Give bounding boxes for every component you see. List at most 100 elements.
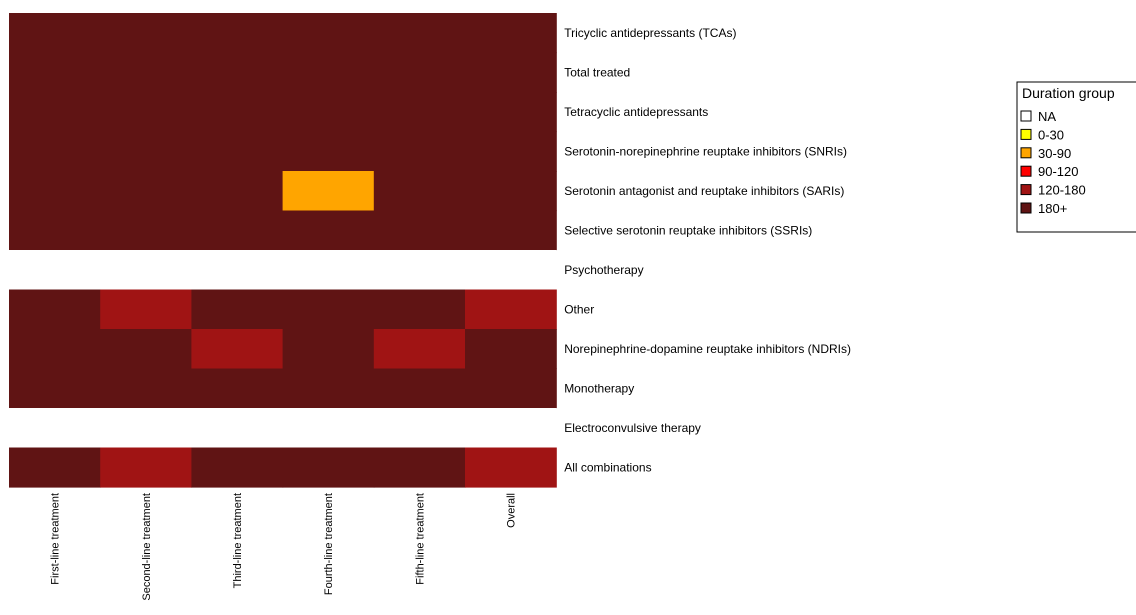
column-label: Overall	[506, 493, 518, 528]
heatmap-cells	[9, 13, 557, 488]
heatmap-cell	[100, 13, 192, 54]
heatmap-cell	[9, 92, 101, 133]
legend-items: NA 0-30 30-90 90-120 120-180 180+	[1020, 109, 1086, 216]
heatmap-cell	[282, 52, 375, 93]
heatmap-cell	[282, 250, 375, 291]
heatmap-cell	[100, 289, 192, 330]
heatmap-cell	[100, 368, 192, 409]
heatmap-cell	[465, 131, 557, 172]
legend-swatch	[1020, 202, 1032, 214]
heatmap-cell	[9, 250, 101, 291]
heatmap-cell	[465, 289, 557, 330]
heatmap-cell	[465, 13, 557, 54]
heatmap-cell	[191, 131, 284, 172]
heatmap-cell	[373, 408, 466, 449]
heatmap-cell	[373, 52, 466, 93]
legend-swatch	[1020, 165, 1032, 177]
row-labels: Tricyclic antidepressants (TCAs) Total tr…	[564, 26, 851, 475]
heatmap-cell	[191, 289, 284, 330]
heatmap-cell	[100, 329, 192, 370]
heatmap-cell	[100, 408, 192, 449]
heatmap-cell	[191, 329, 284, 370]
legend-label: 120-180	[1038, 183, 1086, 198]
heatmap-cell	[373, 210, 466, 251]
row-label: Serotonin-norepinephrine reuptake inhibi…	[564, 144, 847, 158]
heatmap-cell	[373, 171, 466, 212]
heatmap-cell	[282, 368, 375, 409]
heatmap-cell	[465, 171, 557, 212]
heatmap-cell	[191, 368, 284, 409]
heatmap-cell	[100, 52, 192, 93]
heatmap-cell	[191, 250, 284, 291]
row-label: Tricyclic antidepressants (TCAs)	[564, 26, 736, 40]
row-label: Total treated	[564, 65, 630, 79]
heatmap-cell	[373, 329, 466, 370]
heatmap-cell	[100, 250, 192, 291]
heatmap-cell	[282, 408, 375, 449]
heatmap-cell	[465, 329, 557, 370]
heatmap-cell	[282, 131, 375, 172]
heatmap-cell	[100, 210, 192, 251]
heatmap-cell	[191, 408, 284, 449]
heatmap-cell	[282, 329, 375, 370]
heatmap-cell	[100, 447, 192, 488]
heatmap-cell	[465, 368, 557, 409]
legend-label: 90-120	[1038, 164, 1078, 179]
heatmap-cell	[100, 131, 192, 172]
legend-label: 0-30	[1038, 127, 1064, 142]
heatmap-cell	[373, 250, 466, 291]
column-labels: First-line treatment Second-line treatmen…	[50, 493, 518, 601]
heatmap-cell	[465, 52, 557, 93]
heatmap-cell	[282, 13, 375, 54]
legend-label: 180+	[1038, 201, 1067, 216]
heatmap-cell	[373, 92, 466, 133]
heatmap-cell	[282, 289, 375, 330]
heatmap-cell	[9, 368, 101, 409]
row-label: Other	[564, 302, 594, 316]
column-label: First-line treatment	[50, 493, 62, 585]
row-label: Tetracyclic antidepressants	[564, 105, 708, 119]
row-label: All combinations	[564, 460, 651, 474]
row-label: Psychotherapy	[564, 263, 643, 277]
heatmap-cell	[9, 131, 101, 172]
heatmap-cell	[9, 52, 101, 93]
legend-box	[1016, 81, 1136, 233]
column-label: Third-line treatment	[232, 493, 244, 588]
row-label: Monotherapy	[564, 381, 634, 395]
heatmap-cell	[282, 92, 375, 133]
heatmap-cell	[9, 289, 101, 330]
heatmap-cell	[465, 447, 557, 488]
row-label: Electroconvulsive therapy	[564, 421, 701, 435]
column-label: Fifth-line treatment	[414, 493, 426, 585]
row-label: Serotonin antagonist and reuptake inhibi…	[564, 184, 844, 198]
row-label: Selective serotonin reuptake inhibitors …	[564, 223, 812, 237]
heatmap-cell	[9, 329, 101, 370]
legend-label: NA	[1038, 109, 1056, 124]
heatmap-cell	[282, 210, 375, 251]
heatmap-cell	[191, 171, 284, 212]
heatmap-cell	[373, 368, 466, 409]
heatmap-cell	[191, 447, 284, 488]
legend-label: 30-90	[1038, 146, 1071, 161]
legend-swatch	[1020, 147, 1032, 159]
heatmap-cell	[100, 171, 192, 212]
heatmap-cell	[9, 408, 101, 449]
heatmap-cell	[191, 210, 284, 251]
heatmap-cell	[100, 92, 192, 133]
heatmap-cell	[373, 447, 466, 488]
heatmap-cell	[9, 171, 101, 212]
heatmap-cell	[465, 250, 557, 291]
column-label: Second-line treatment	[141, 493, 153, 601]
legend: Duration group NA 0-30 30-90 90-120 120-180 1…	[1016, 81, 1136, 233]
legend-swatch	[1020, 128, 1032, 140]
heatmap-cell	[373, 13, 466, 54]
heatmap-cell	[373, 289, 466, 330]
heatmap-cell	[191, 13, 284, 54]
legend-swatch	[1020, 184, 1032, 196]
heatmap-cell	[282, 447, 375, 488]
column-label: Fourth-line treatment	[323, 493, 335, 595]
heatmap-cell	[9, 13, 101, 54]
heatmap-cell	[465, 210, 557, 251]
heatmap-cell	[282, 171, 375, 212]
